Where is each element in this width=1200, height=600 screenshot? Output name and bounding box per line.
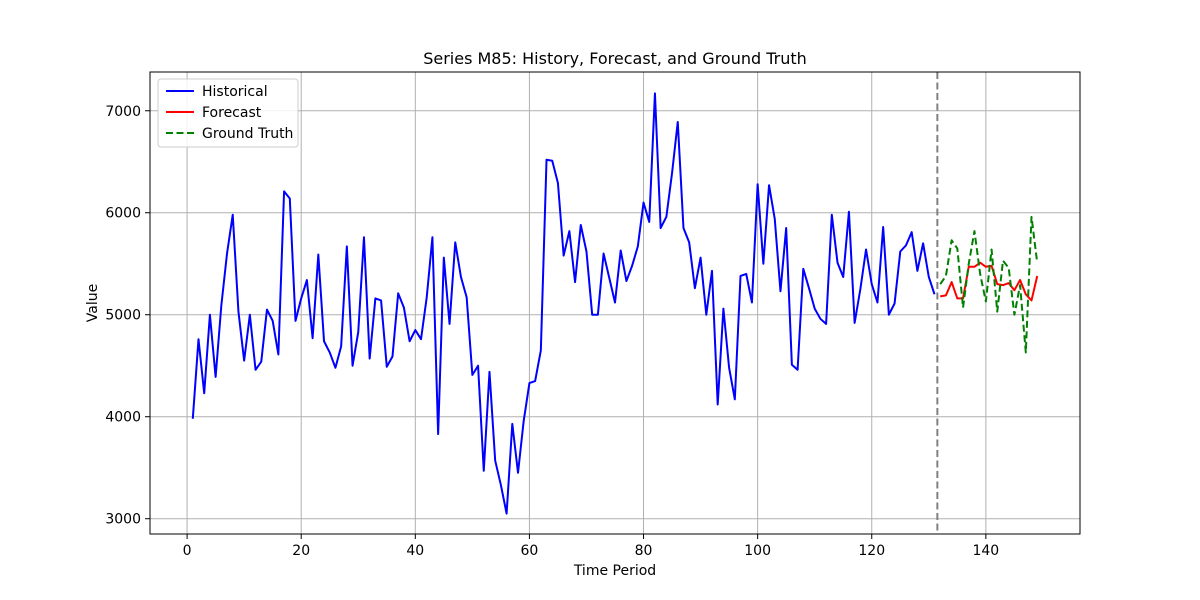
chart-title: Series M85: History, Forecast, and Groun… [423,49,807,68]
x-tick-label: 20 [292,543,310,559]
x-tick-label: 0 [183,543,192,559]
y-tick-label: 5000 [105,308,141,324]
x-tick-label: 80 [635,543,653,559]
x-tick-label: 40 [406,543,424,559]
series-line-historical [191,92,936,515]
legend-label-historical: Historical [202,84,268,100]
plot-frame [149,71,1081,535]
legend-label-forecast: Forecast [202,105,262,121]
series-line-ground-truth [939,215,1039,354]
y-tick-label: 3000 [105,512,141,528]
legend-box [157,78,299,148]
legend-label-ground-truth: Ground Truth [202,126,293,142]
x-tick-label: 100 [744,543,771,559]
plot-lines [191,72,1039,534]
grid-lines [150,72,1080,534]
y-axis-title: Value [85,284,101,322]
x-axis-title: Time Period [573,563,656,579]
series-line-forecast [940,261,1039,302]
legend: Historical Forecast Ground Truth [157,78,299,148]
x-tick-label: 140 [972,543,999,559]
y-tick-label: 7000 [105,104,141,120]
x-tick-label: 60 [521,543,539,559]
y-axis: 3000 4000 5000 6000 7000 [105,104,150,528]
x-axis: 0 20 40 60 80 100 120 140 [183,534,999,559]
y-tick-label: 6000 [105,206,141,222]
y-tick-label: 4000 [105,410,141,426]
x-tick-label: 120 [858,543,885,559]
